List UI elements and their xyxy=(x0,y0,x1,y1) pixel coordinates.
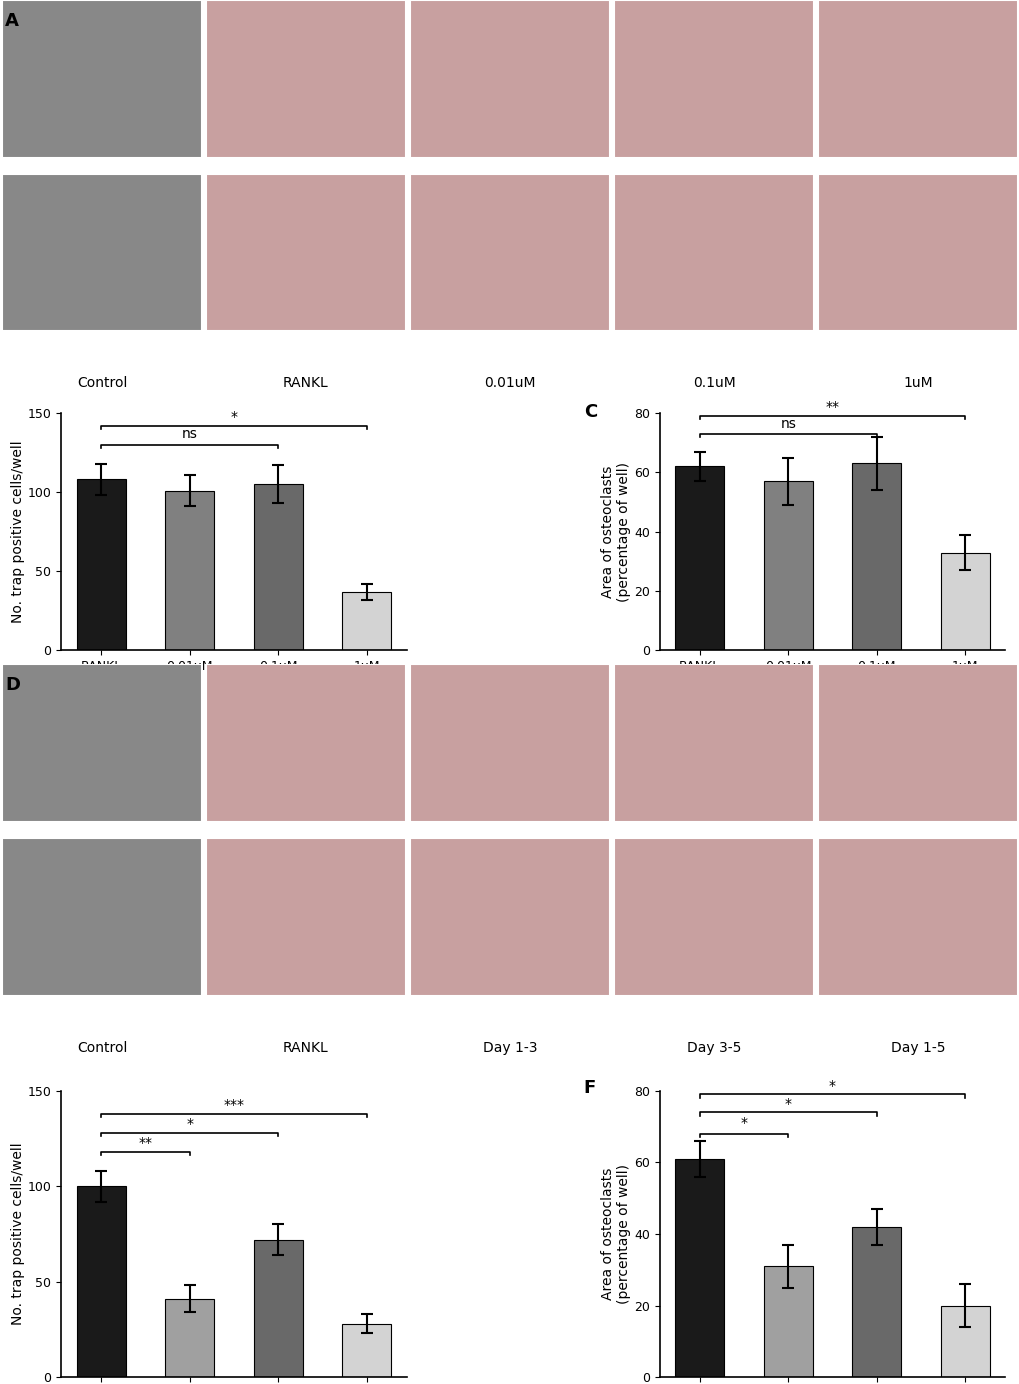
FancyBboxPatch shape xyxy=(410,664,609,822)
Text: *: * xyxy=(186,1117,193,1131)
Text: *: * xyxy=(828,1078,836,1092)
FancyBboxPatch shape xyxy=(817,837,1017,995)
FancyBboxPatch shape xyxy=(613,837,813,995)
Bar xyxy=(342,592,390,650)
Text: *: * xyxy=(740,1117,747,1131)
Bar xyxy=(852,1226,900,1377)
Text: D: D xyxy=(5,677,20,695)
Text: Day 3-5: Day 3-5 xyxy=(686,1041,741,1055)
Text: ns: ns xyxy=(181,428,198,441)
FancyBboxPatch shape xyxy=(410,837,609,995)
Text: Day 1-5: Day 1-5 xyxy=(890,1041,945,1055)
Text: ns: ns xyxy=(780,417,796,430)
Text: 0.01uM: 0.01uM xyxy=(484,376,535,390)
Y-axis label: Area of osteoclasts
(percentage of well): Area of osteoclasts (percentage of well) xyxy=(600,1164,631,1304)
Bar xyxy=(76,1186,125,1377)
Text: A: A xyxy=(5,12,19,30)
FancyBboxPatch shape xyxy=(817,664,1017,822)
FancyBboxPatch shape xyxy=(206,0,406,158)
Bar xyxy=(165,1298,214,1377)
Bar xyxy=(852,464,900,650)
Text: Control: Control xyxy=(76,1041,127,1055)
Bar xyxy=(342,1323,390,1377)
Bar xyxy=(76,479,125,650)
Bar xyxy=(254,484,303,650)
Bar xyxy=(763,482,812,650)
Y-axis label: No. trap positive cells/well: No. trap positive cells/well xyxy=(11,440,24,623)
Text: Control: Control xyxy=(76,376,127,390)
Bar xyxy=(763,1266,812,1377)
Text: **: ** xyxy=(824,400,839,414)
FancyBboxPatch shape xyxy=(206,664,406,822)
FancyBboxPatch shape xyxy=(817,173,1017,331)
Text: 0.1uM: 0.1uM xyxy=(692,376,735,390)
Text: Day 1-3: Day 1-3 xyxy=(482,1041,537,1055)
FancyBboxPatch shape xyxy=(206,173,406,331)
FancyBboxPatch shape xyxy=(2,0,202,158)
Text: C: C xyxy=(583,404,596,422)
FancyBboxPatch shape xyxy=(410,0,609,158)
Text: RANKL: RANKL xyxy=(283,376,328,390)
FancyBboxPatch shape xyxy=(410,173,609,331)
Bar xyxy=(675,1158,723,1377)
Text: **: ** xyxy=(139,1136,153,1150)
Text: F: F xyxy=(583,1080,595,1098)
Text: RANKL: RANKL xyxy=(283,1041,328,1055)
FancyBboxPatch shape xyxy=(613,173,813,331)
Text: ***: *** xyxy=(223,1098,245,1111)
Bar xyxy=(940,552,988,650)
FancyBboxPatch shape xyxy=(2,664,202,822)
FancyBboxPatch shape xyxy=(817,0,1017,158)
Text: *: * xyxy=(230,410,237,424)
Bar xyxy=(254,1240,303,1377)
FancyBboxPatch shape xyxy=(2,837,202,995)
FancyBboxPatch shape xyxy=(613,0,813,158)
Text: 1uM: 1uM xyxy=(902,376,932,390)
Bar xyxy=(165,490,214,650)
FancyBboxPatch shape xyxy=(206,837,406,995)
FancyBboxPatch shape xyxy=(2,173,202,331)
Y-axis label: No. trap positive cells/well: No. trap positive cells/well xyxy=(11,1143,24,1326)
FancyBboxPatch shape xyxy=(613,664,813,822)
Bar xyxy=(940,1305,988,1377)
Y-axis label: Area of osteoclasts
(percentage of well): Area of osteoclasts (percentage of well) xyxy=(600,462,631,602)
Bar xyxy=(675,466,723,650)
Text: *: * xyxy=(784,1096,791,1110)
